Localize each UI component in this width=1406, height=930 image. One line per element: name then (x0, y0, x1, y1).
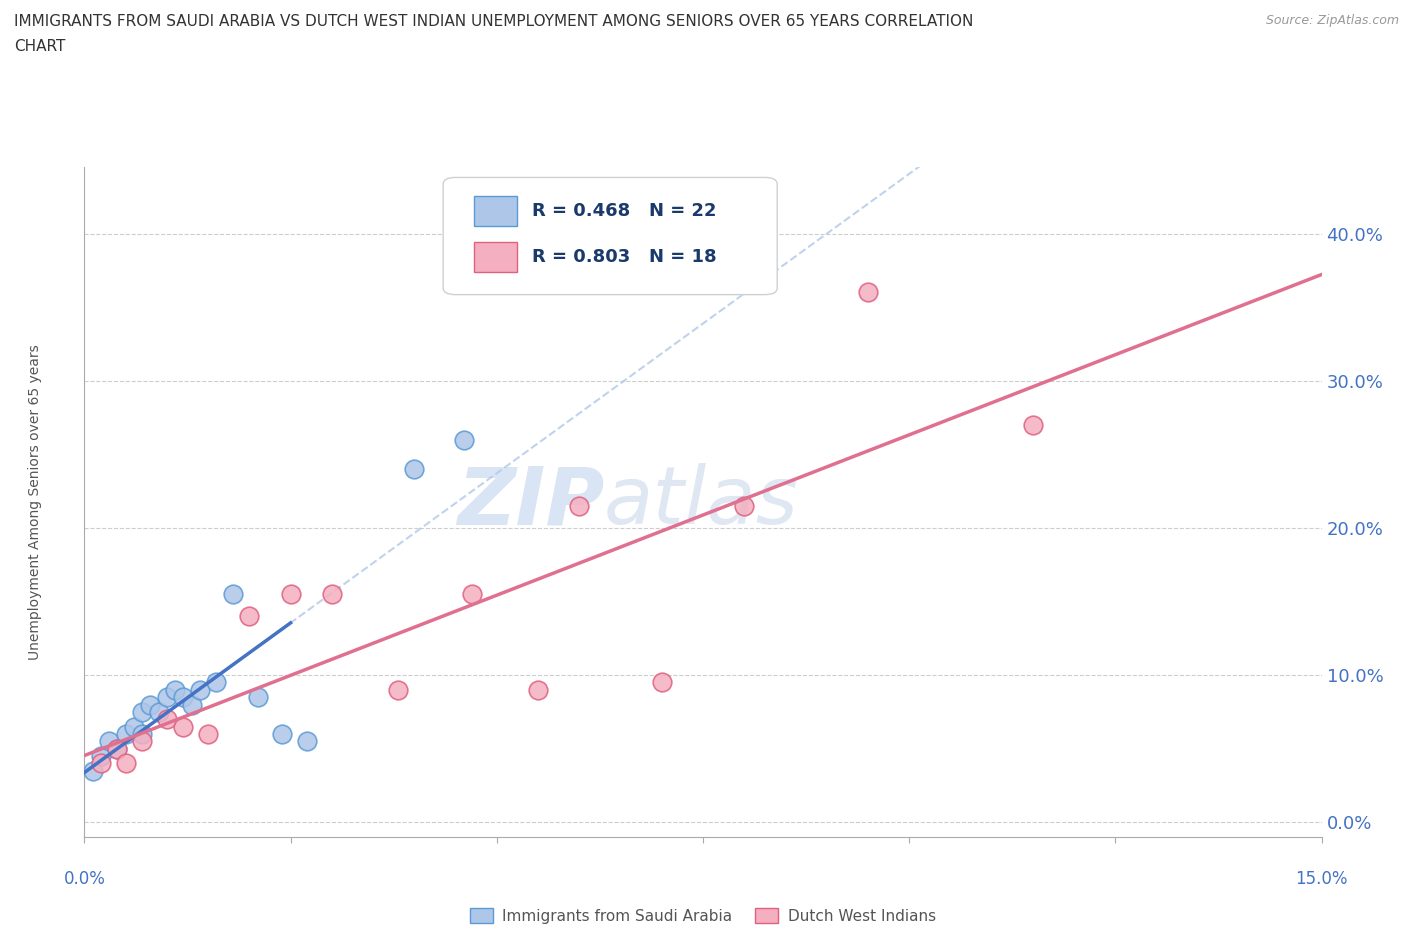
Point (321, 587, 343, 602)
Point (156, 690, 179, 705)
Point (246, 690, 269, 705)
Point (1022, 418, 1045, 432)
Point (188, 683, 211, 698)
Point (105, 741, 128, 756)
Text: atlas: atlas (605, 463, 799, 541)
Point (197, 726, 219, 741)
Point (527, 683, 550, 698)
Text: R = 0.803   N = 18: R = 0.803 N = 18 (533, 248, 717, 266)
Point (172, 690, 194, 705)
Point (90, 756, 112, 771)
Point (856, 286, 879, 300)
Point (733, 498, 755, 513)
Text: 15.0%: 15.0% (1295, 870, 1348, 887)
Point (295, 734, 318, 749)
Text: Source: ZipAtlas.com: Source: ZipAtlas.com (1265, 14, 1399, 27)
Text: CHART: CHART (14, 39, 66, 54)
Point (131, 704, 153, 719)
Point (105, 741, 128, 756)
Text: Unemployment Among Seniors over 65 years: Unemployment Among Seniors over 65 years (28, 344, 42, 660)
Point (568, 498, 591, 513)
Point (172, 719, 194, 734)
Point (139, 698, 162, 712)
Point (90, 749, 112, 764)
Point (122, 719, 145, 734)
Point (461, 587, 484, 602)
Text: IMMIGRANTS FROM SAUDI ARABIA VS DUTCH WEST INDIAN UNEMPLOYMENT AMONG SENIORS OVE: IMMIGRANTS FROM SAUDI ARABIA VS DUTCH WE… (14, 14, 973, 29)
Legend: Immigrants from Saudi Arabia, Dutch West Indians: Immigrants from Saudi Arabia, Dutch West… (464, 901, 942, 930)
Text: ZIP: ZIP (457, 463, 605, 541)
FancyBboxPatch shape (474, 242, 517, 272)
Point (651, 675, 673, 690)
Point (114, 756, 136, 771)
Point (205, 675, 228, 690)
Point (131, 726, 153, 741)
Point (238, 609, 260, 624)
Point (82, 764, 104, 778)
Point (156, 711, 179, 726)
Point (131, 734, 153, 749)
Text: 0.0%: 0.0% (63, 870, 105, 887)
Point (387, 683, 409, 698)
Point (222, 587, 245, 602)
Point (180, 698, 202, 712)
Point (280, 587, 302, 602)
FancyBboxPatch shape (443, 178, 778, 295)
Text: R = 0.468   N = 22: R = 0.468 N = 22 (533, 202, 717, 219)
Point (404, 461, 426, 476)
Point (98, 734, 121, 749)
Point (148, 704, 170, 719)
Point (114, 726, 136, 741)
Point (271, 726, 294, 741)
Point (165, 683, 187, 698)
Point (453, 432, 475, 447)
FancyBboxPatch shape (474, 195, 517, 226)
